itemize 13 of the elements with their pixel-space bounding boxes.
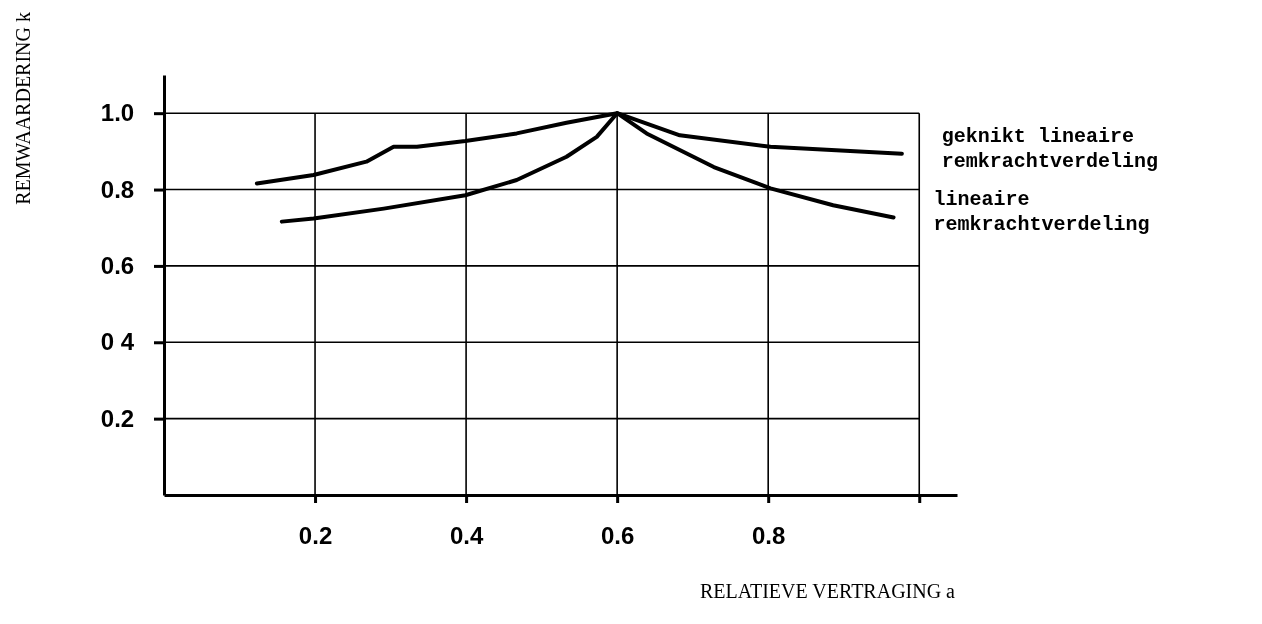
- y-tick-label: 0.8: [100, 175, 135, 203]
- x-axis-title: RELATIEVE VERTRAGING a: [699, 580, 956, 602]
- text: lineaire remkrachtverdeling: [933, 188, 1150, 237]
- x-tick-label: 0.8: [752, 522, 786, 550]
- y-tick-label: 1.0: [100, 99, 135, 127]
- y-axis-title: REMWAARDERING k: [12, 12, 34, 205]
- y-tick-label: 0 4: [100, 328, 135, 356]
- y-tick-label: 0.2: [100, 404, 135, 432]
- y-tick-label: 0.6: [100, 252, 135, 280]
- x-tick-label: 0.2: [298, 522, 333, 550]
- x-tick-label: 0.6: [600, 522, 635, 550]
- text: geknikt lineaire remkrachtverdeling: [941, 124, 1158, 173]
- x-tick-label: 0.4: [449, 522, 484, 550]
